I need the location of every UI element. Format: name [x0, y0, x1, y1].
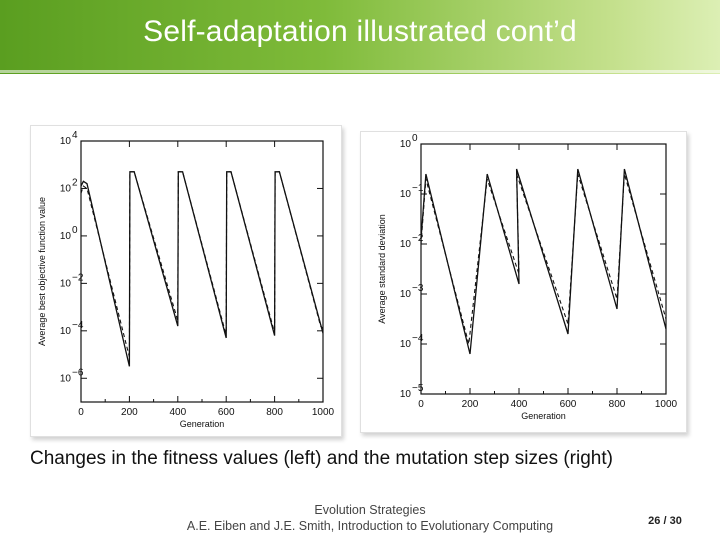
- chart1-x-tick-label: 400: [511, 399, 528, 410]
- chart0-x-tick-label: 800: [266, 407, 283, 418]
- fitness-chart-svg: 0 200 400 600 800 100010410210010−210−410−6Ge…: [37, 130, 335, 429]
- chart1-y-axis-label: Average standard deviation: [377, 214, 387, 323]
- chart0-y-tick-label: 10: [60, 183, 72, 194]
- chart1-y-tick-exponent: −3: [412, 283, 424, 294]
- chart1-x-tick-label: 200: [462, 399, 479, 410]
- step-size-chart-svg: 0 200 400 600 800 100010010−110−210−310−410−5…: [377, 133, 678, 421]
- footer-course: Evolution Strategies: [314, 503, 426, 517]
- chart1-y-tick-label: 10: [400, 139, 412, 150]
- chart1-y-tick-label: 10: [400, 289, 412, 300]
- chart0-y-tick-exponent: −4: [72, 320, 84, 331]
- chart0-x-tick-label: 1000: [312, 407, 335, 418]
- chart0-y-tick-label: 10: [60, 373, 72, 384]
- chart0-x-tick-label: 600: [218, 407, 235, 418]
- chart1-y-tick-exponent: 0: [412, 133, 418, 144]
- slide-header: Self-adaptation illustrated cont’d: [0, 0, 720, 74]
- chart0-y-tick-exponent: 0: [72, 225, 78, 236]
- chart1-plot-frame: [420, 143, 667, 395]
- chart1-y-tick-exponent: −5: [412, 383, 424, 394]
- chart1-y-tick-label: 10: [400, 239, 412, 250]
- slide-title: Self-adaptation illustrated cont’d: [143, 15, 577, 48]
- chart0-x-tick-label: 200: [121, 407, 138, 418]
- chart0-y-tick-exponent: 4: [72, 130, 78, 141]
- footer: Evolution Strategies A.E. Eiben and J.E.…: [120, 502, 620, 534]
- chart0-x-tick-label: 0: [78, 407, 84, 418]
- chart1-y-tick-exponent: −2: [412, 233, 424, 244]
- chart1-y-tick-exponent: −1: [412, 183, 424, 194]
- chart0-y-tick-label: 10: [60, 231, 72, 242]
- chart1-y-tick-label: 10: [400, 339, 412, 350]
- chart1-series-solid-line: [420, 168, 667, 355]
- chart1-x-tick-label: 800: [609, 399, 626, 410]
- chart0-x-axis-label: Generation: [180, 419, 225, 429]
- chart0-x-tick-label: 400: [169, 407, 186, 418]
- chart0-y-tick-label: 10: [60, 136, 72, 147]
- chart1-x-tick-label: 1000: [655, 399, 678, 410]
- fitness-chart: 0 200 400 600 800 1000 10 4 10 2 10 0 10 −2 10 −4 10 −6 Ge…: [30, 125, 342, 437]
- chart0-y-tick-exponent: −6: [72, 367, 84, 378]
- chart1-y-tick-label: 10: [400, 189, 412, 200]
- chart0-y-tick-exponent: −2: [72, 272, 84, 283]
- footer-book: A.E. Eiben and J.E. Smith, Introduction …: [186, 519, 554, 533]
- chart0-y-tick-label: 10: [60, 326, 72, 337]
- page-number: 26 / 30: [648, 515, 682, 527]
- chart1-y-tick-exponent: −4: [412, 333, 424, 344]
- chart0-series-dashed-line: [80, 171, 324, 358]
- chart1-series-dashed-line: [420, 173, 667, 345]
- chart1-x-tick-label: 600: [560, 399, 577, 410]
- chart1-y-tick-label: 10: [400, 389, 412, 400]
- header-rule: [0, 70, 720, 73]
- figure-caption: Changes in the fitness values (left) and…: [30, 448, 613, 469]
- chart0-y-axis-label: Average best objective function value: [37, 197, 47, 346]
- step-size-chart: 0 200 400 600 800 1000 10 0 10 −1 10 −2 10 −3 10 −4 10 −5…: [360, 131, 687, 433]
- chart0-y-tick-exponent: 2: [72, 177, 78, 188]
- chart1-x-tick-label: 0: [418, 399, 424, 410]
- chart0-plot-frame: [80, 140, 324, 403]
- chart0-y-tick-label: 10: [60, 278, 72, 289]
- chart1-x-axis-label: Generation: [521, 411, 566, 421]
